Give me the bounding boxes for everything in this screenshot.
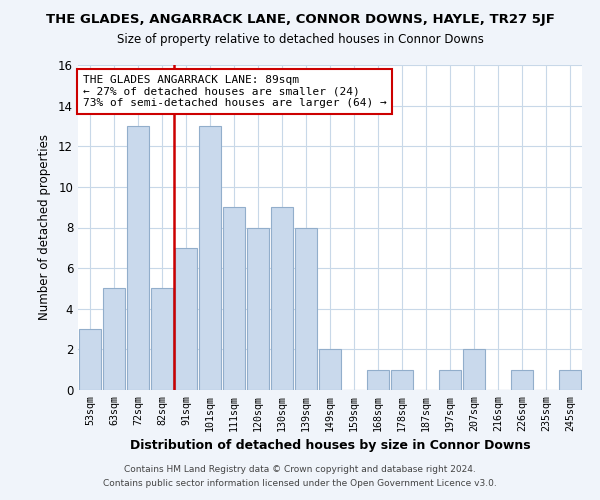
- Bar: [319, 350, 341, 390]
- Bar: [367, 370, 389, 390]
- Bar: [439, 370, 461, 390]
- Bar: [391, 370, 413, 390]
- Bar: [175, 248, 197, 390]
- Bar: [199, 126, 221, 390]
- Bar: [103, 288, 125, 390]
- Bar: [247, 228, 269, 390]
- Bar: [559, 370, 581, 390]
- Bar: [511, 370, 533, 390]
- Y-axis label: Number of detached properties: Number of detached properties: [38, 134, 51, 320]
- Bar: [127, 126, 149, 390]
- Text: THE GLADES, ANGARRACK LANE, CONNOR DOWNS, HAYLE, TR27 5JF: THE GLADES, ANGARRACK LANE, CONNOR DOWNS…: [46, 12, 554, 26]
- Bar: [295, 228, 317, 390]
- Bar: [223, 207, 245, 390]
- Bar: [271, 207, 293, 390]
- Text: THE GLADES ANGARRACK LANE: 89sqm
← 27% of detached houses are smaller (24)
73% o: THE GLADES ANGARRACK LANE: 89sqm ← 27% o…: [83, 74, 387, 108]
- Text: Contains HM Land Registry data © Crown copyright and database right 2024.
Contai: Contains HM Land Registry data © Crown c…: [103, 466, 497, 487]
- Text: Size of property relative to detached houses in Connor Downs: Size of property relative to detached ho…: [116, 32, 484, 46]
- Bar: [79, 329, 101, 390]
- Bar: [463, 350, 485, 390]
- Bar: [151, 288, 173, 390]
- X-axis label: Distribution of detached houses by size in Connor Downs: Distribution of detached houses by size …: [130, 439, 530, 452]
